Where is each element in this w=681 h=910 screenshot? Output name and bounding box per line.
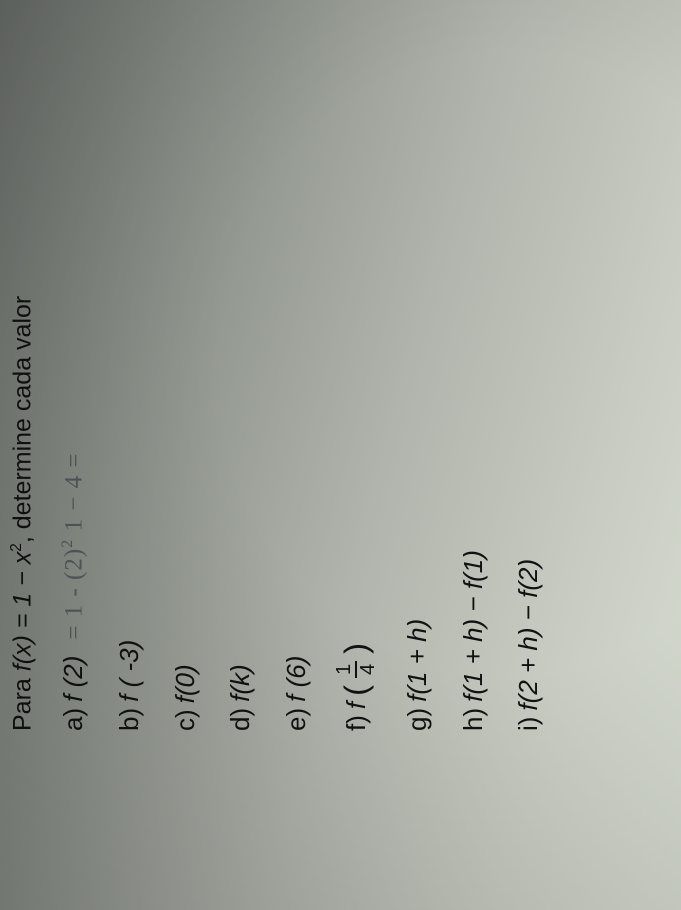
- item-c-label: c): [167, 709, 205, 731]
- item-a-handwriting: = 1 - (2)2 1 − 4 =: [56, 452, 93, 639]
- item-e-label: e): [278, 708, 316, 731]
- item-h: h) f(1 + h) − f(1): [455, 144, 493, 731]
- instruction-line: Para f(x) = 1 − x2, determine cada valor: [8, 144, 37, 731]
- fraction-num: 1: [334, 661, 357, 678]
- intro-func: f(x) = 1 − x: [8, 552, 36, 671]
- item-a-label: a): [55, 708, 93, 731]
- item-f-func: f: [338, 702, 376, 709]
- item-g: g) f(1 + h): [399, 144, 437, 731]
- item-h-label: h): [455, 708, 493, 731]
- worksheet-page: Tarea 1: En hojas blancas, resuelve lo s…: [0, 114, 681, 795]
- item-a: a) f (2) = 1 - (2)2 1 − 4 =: [55, 144, 93, 731]
- item-d: d) f(k): [222, 144, 260, 731]
- fraction-den: 4: [357, 661, 378, 678]
- item-h-expr: f(1 + h) − f(1): [455, 550, 493, 702]
- item-g-label: g): [399, 708, 437, 731]
- hand-exp: 2: [58, 539, 76, 548]
- item-b-label: b): [111, 708, 149, 731]
- intro-prefix: Para: [8, 671, 36, 731]
- intro-suffix: , determine cada valor: [8, 296, 36, 543]
- item-i-expr: f(2 + h) − f(2): [510, 559, 548, 711]
- item-f: f) f ( 1 4 ): [334, 144, 381, 731]
- item-i: i) f(2 + h) − f(2): [510, 144, 548, 731]
- item-a-expr: f (2): [55, 656, 93, 702]
- item-b-expr: f ( -3): [111, 640, 149, 702]
- item-b: b) f ( -3): [111, 144, 149, 731]
- item-g-expr: f(1 + h): [399, 619, 437, 702]
- item-i-label: i): [510, 717, 548, 731]
- items-list: a) f (2) = 1 - (2)2 1 − 4 = b) f ( -3) c…: [55, 144, 548, 731]
- intro-exp: 2: [8, 543, 25, 552]
- item-f-label: f): [338, 715, 376, 731]
- item-e-expr: f (6): [278, 656, 316, 702]
- fraction: 1 4: [334, 661, 379, 678]
- hand-post: 1 − 4 =: [60, 452, 87, 531]
- item-c: c) f(0): [167, 144, 205, 731]
- item-e: e) f (6): [278, 144, 316, 731]
- item-d-label: d): [222, 708, 260, 731]
- item-c-expr: f(0): [167, 664, 205, 703]
- open-paren: (: [333, 685, 380, 696]
- hand-pre: = 1 - (2): [60, 548, 87, 640]
- item-d-expr: f(k): [222, 664, 260, 702]
- close-paren: ): [333, 643, 380, 654]
